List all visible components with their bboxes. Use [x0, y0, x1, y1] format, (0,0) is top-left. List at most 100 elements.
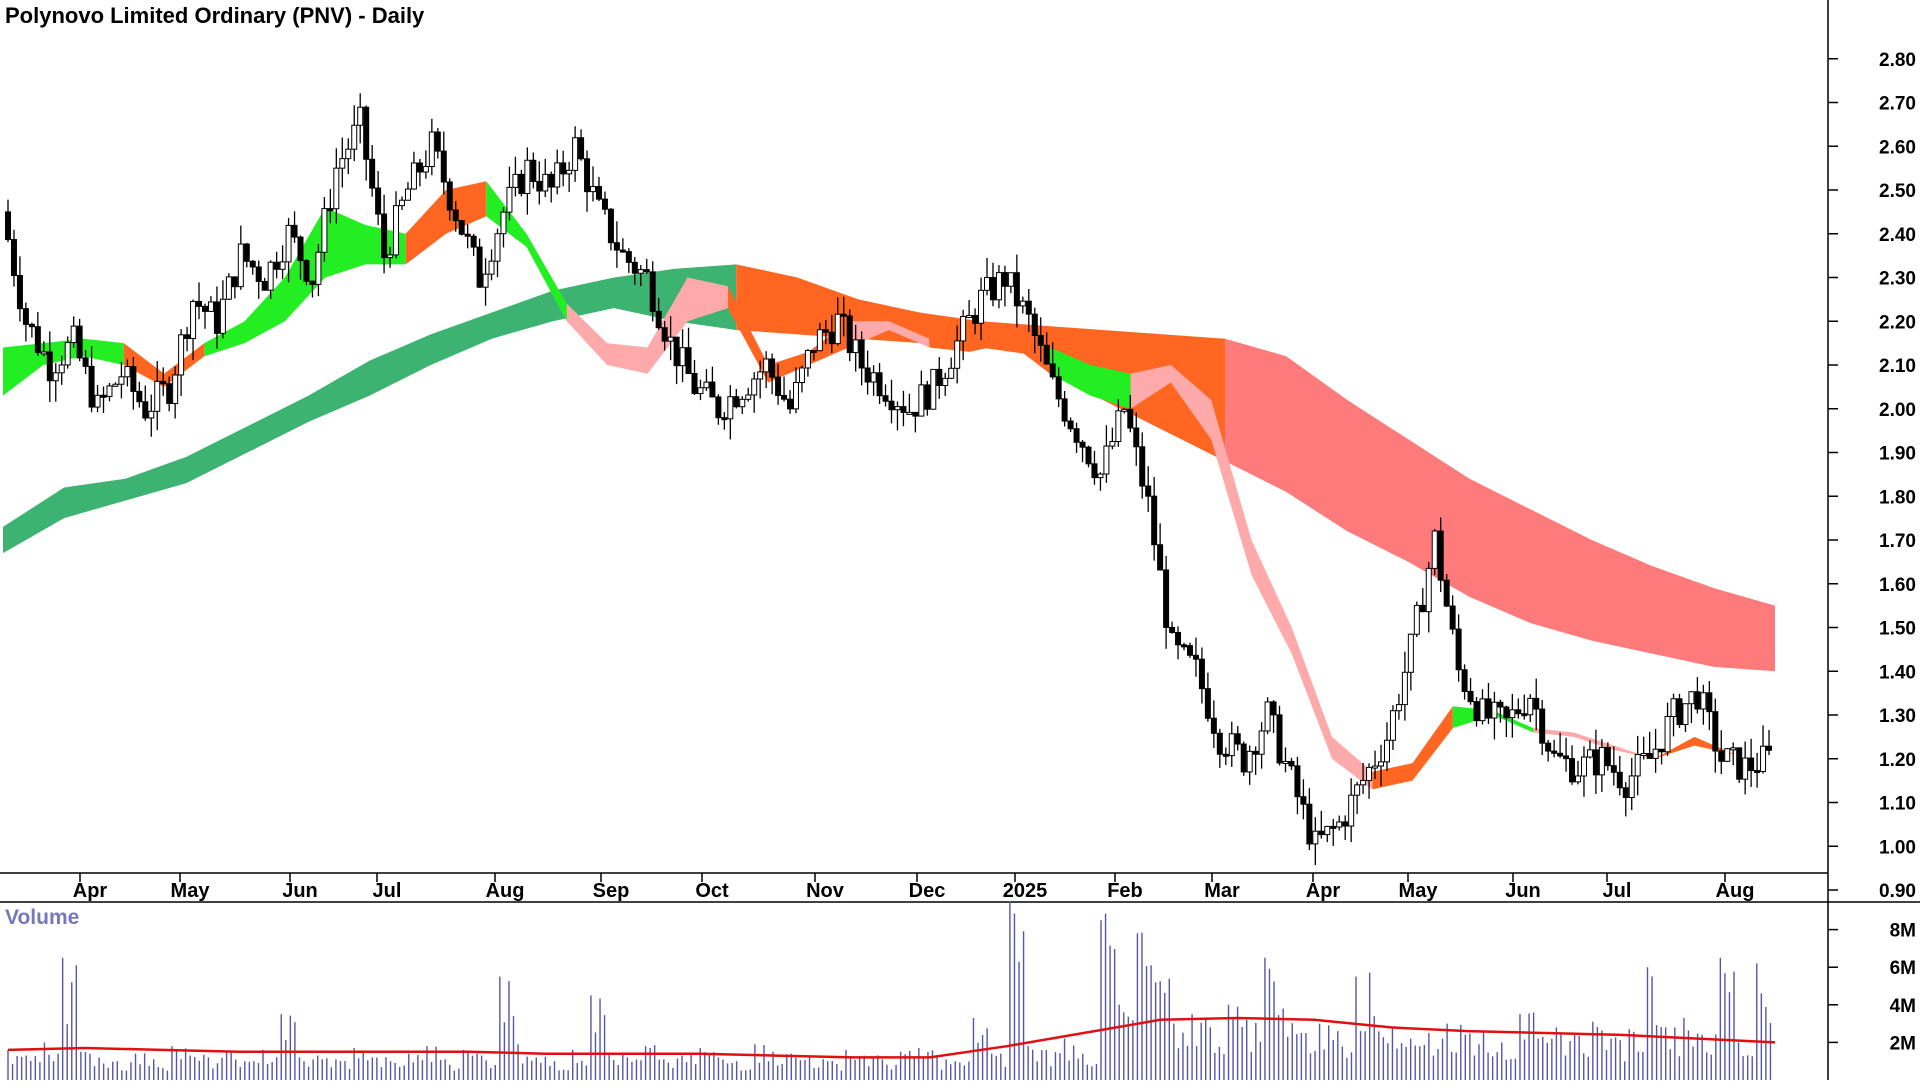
- candle-body: [554, 162, 561, 188]
- candle-body: [124, 366, 131, 378]
- candle-body: [345, 148, 352, 160]
- x-tick-label: Jun: [282, 880, 318, 902]
- candle-body: [225, 276, 232, 300]
- candle-body: [1192, 654, 1199, 660]
- candle-body: [243, 243, 250, 262]
- candle-body: [1324, 825, 1331, 836]
- y-tick-label: 2.70: [1879, 94, 1916, 115]
- y-tick-label: 2.60: [1879, 137, 1916, 158]
- candle-body: [434, 131, 441, 152]
- short-ribbon-segment: [3, 338, 124, 396]
- y-tick-label: 1.30: [1879, 706, 1916, 727]
- candle-body: [906, 411, 913, 415]
- candle-body: [94, 394, 101, 408]
- candle-body: [918, 384, 925, 417]
- candle-body: [237, 243, 244, 288]
- candle-body: [1169, 626, 1176, 633]
- candle-body: [112, 383, 119, 387]
- long-ribbon-downtrend: [1225, 338, 1775, 672]
- candle-body: [1288, 760, 1295, 767]
- candle-body: [709, 381, 716, 398]
- candle-body: [172, 374, 179, 405]
- candle-body: [870, 372, 877, 383]
- candle-body: [1563, 755, 1570, 760]
- volume-label: Volume: [5, 906, 80, 929]
- candle-body: [1575, 775, 1582, 783]
- x-tick-label: Apr: [1306, 880, 1341, 902]
- candle-body: [1252, 750, 1259, 755]
- short-ribbon-segment: [1130, 365, 1373, 790]
- x-tick-label: 2025: [1003, 880, 1048, 902]
- candle-body: [1425, 567, 1432, 613]
- candle-body: [5, 211, 11, 241]
- candle-body: [160, 380, 167, 385]
- candle-body: [404, 188, 411, 201]
- candle-body: [1670, 698, 1677, 717]
- y-tick-label: 1.90: [1879, 444, 1916, 465]
- candle-body: [518, 173, 525, 195]
- candle-body: [1431, 530, 1438, 569]
- candle-body: [1592, 749, 1599, 776]
- y-tick-label: 1.50: [1879, 619, 1916, 640]
- candle-body: [607, 208, 614, 244]
- candle-body: [787, 398, 794, 410]
- candle-body: [148, 410, 155, 419]
- candle-body: [488, 260, 495, 275]
- candle-body: [1664, 715, 1671, 753]
- candle-body: [1282, 760, 1289, 764]
- candle-body: [763, 358, 770, 373]
- volume-average-line: [7, 1016, 1776, 1059]
- candle-body: [1479, 698, 1486, 722]
- candle-body: [1330, 825, 1337, 829]
- candle-body: [673, 336, 680, 367]
- y-tick-label: 2.10: [1879, 356, 1916, 377]
- candle-body: [637, 269, 644, 274]
- candle-body: [1604, 746, 1611, 767]
- candle-body: [715, 396, 722, 419]
- candle-body: [584, 158, 591, 193]
- candle-body: [28, 323, 35, 328]
- candle-body: [1407, 633, 1414, 673]
- candle-body: [34, 326, 41, 353]
- candle-body: [1383, 739, 1390, 763]
- candle-body: [213, 301, 220, 334]
- candle-body: [697, 387, 704, 395]
- long-ribbon-transition: [736, 264, 1226, 462]
- candle-body: [989, 277, 996, 301]
- vol-tick-label: 4M: [1890, 996, 1916, 1017]
- candle-body: [1246, 750, 1253, 773]
- candle-body: [936, 368, 943, 387]
- y-tick-label: 2.50: [1879, 181, 1916, 202]
- candle-body: [864, 367, 871, 383]
- candle-body: [1706, 692, 1713, 713]
- candle-body: [1413, 604, 1420, 635]
- candle-body: [458, 220, 465, 235]
- candle-body: [1210, 717, 1217, 734]
- candle-body: [619, 249, 626, 253]
- candle-body: [1007, 272, 1014, 287]
- candle-body: [154, 380, 161, 412]
- candle-body: [1539, 708, 1546, 744]
- candle-body: [667, 336, 674, 342]
- vol-tick-label: 8M: [1890, 921, 1916, 942]
- candle-body: [136, 390, 143, 403]
- candle-body: [1372, 765, 1379, 769]
- candle-body: [691, 372, 698, 395]
- candle-body: [751, 378, 758, 396]
- candle-body: [369, 158, 376, 189]
- candle-body: [1157, 544, 1164, 571]
- candle-body: [1754, 770, 1761, 774]
- x-tick-label: May: [171, 880, 211, 902]
- candle-body: [1133, 427, 1140, 448]
- candle-body: [1515, 709, 1522, 715]
- candle-body: [297, 236, 304, 262]
- candle-body: [1688, 691, 1695, 705]
- candle-body: [494, 233, 501, 262]
- candle-body: [142, 401, 149, 419]
- candle-body: [58, 364, 65, 374]
- candle-body: [524, 159, 531, 195]
- candle-body: [333, 167, 340, 210]
- candle-body: [1443, 579, 1450, 607]
- candle-body: [1497, 701, 1504, 708]
- candle-body: [679, 347, 686, 367]
